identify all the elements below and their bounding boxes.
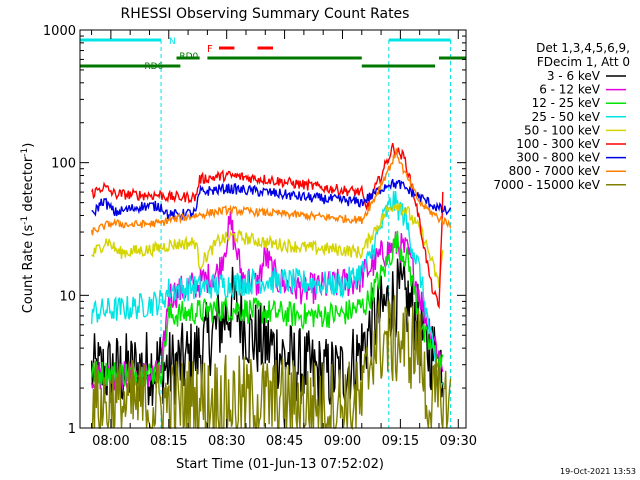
flare-flag-label: F	[207, 44, 213, 55]
series-line	[91, 202, 444, 288]
y-tick-label: 1	[68, 422, 76, 437]
legend-entry: 300 - 800 keV	[516, 151, 600, 165]
series-line	[90, 257, 444, 413]
legend-header-line1: Det 1,3,4,5,6,9,	[536, 41, 630, 55]
rd0-flag-label: RD0	[179, 52, 198, 62]
series-line	[90, 230, 444, 388]
night-flag-label: N	[169, 37, 176, 47]
y-axis-label-main: Count Rate (s	[21, 225, 36, 314]
legend-entry: 7000 - 15000 keV	[493, 178, 600, 192]
x-tick-label: 08:00	[92, 434, 129, 449]
plot-frame	[79, 29, 467, 429]
series-line	[90, 210, 444, 392]
legend-entry: 6 - 12 keV	[539, 83, 601, 97]
y-tick-label: 1000	[43, 24, 76, 39]
legend-entry: 50 - 100 keV	[524, 123, 601, 137]
series-line	[91, 178, 452, 221]
x-tick-label: 08:45	[266, 434, 303, 449]
series-line	[90, 148, 452, 236]
x-tick-label: 09:00	[324, 434, 361, 449]
y-axis: 1 10 100 1000	[43, 24, 466, 437]
series-line	[90, 190, 443, 389]
footer-timestamp: 19-Oct-2021 13:53	[560, 467, 636, 476]
x-tick-label: 08:15	[150, 434, 187, 449]
y-axis-label-exp1: -1	[20, 216, 30, 225]
rd6-flag-label: RD6	[144, 62, 163, 72]
x-axis-label: Start Time (01-Jun-13 07:52:02)	[176, 457, 384, 472]
y-tick-label: 10	[59, 289, 76, 304]
y-axis-label: Count Rate (s-1 detector-1)	[20, 143, 36, 314]
legend-header-line2: FDecim 1, Att 0	[537, 55, 630, 69]
series-line	[90, 143, 444, 310]
y-axis-label-end: )	[21, 143, 36, 148]
x-tick-label: 09:15	[382, 434, 419, 449]
y-tick-label: 100	[51, 157, 76, 172]
x-tick-label: 08:30	[208, 434, 245, 449]
x-tick-label: 09:30	[440, 434, 477, 449]
y-axis-label-mid: detector	[21, 156, 36, 216]
chart-title: RHESSI Observing Summary Count Rates	[121, 6, 410, 22]
legend-entry: 800 - 7000 keV	[509, 164, 601, 178]
x-axis: 08:00 08:15 08:30 08:45 09:00 09:15 09:30	[91, 30, 477, 449]
legend-entry: 12 - 25 keV	[532, 96, 601, 110]
series-layer	[90, 143, 452, 431]
legend-entry: 3 - 6 keV	[547, 69, 601, 83]
legend-entry: 100 - 300 keV	[516, 137, 600, 151]
y-axis-label-exp2: -1	[20, 148, 30, 157]
legend-entry: 25 - 50 keV	[532, 110, 601, 124]
